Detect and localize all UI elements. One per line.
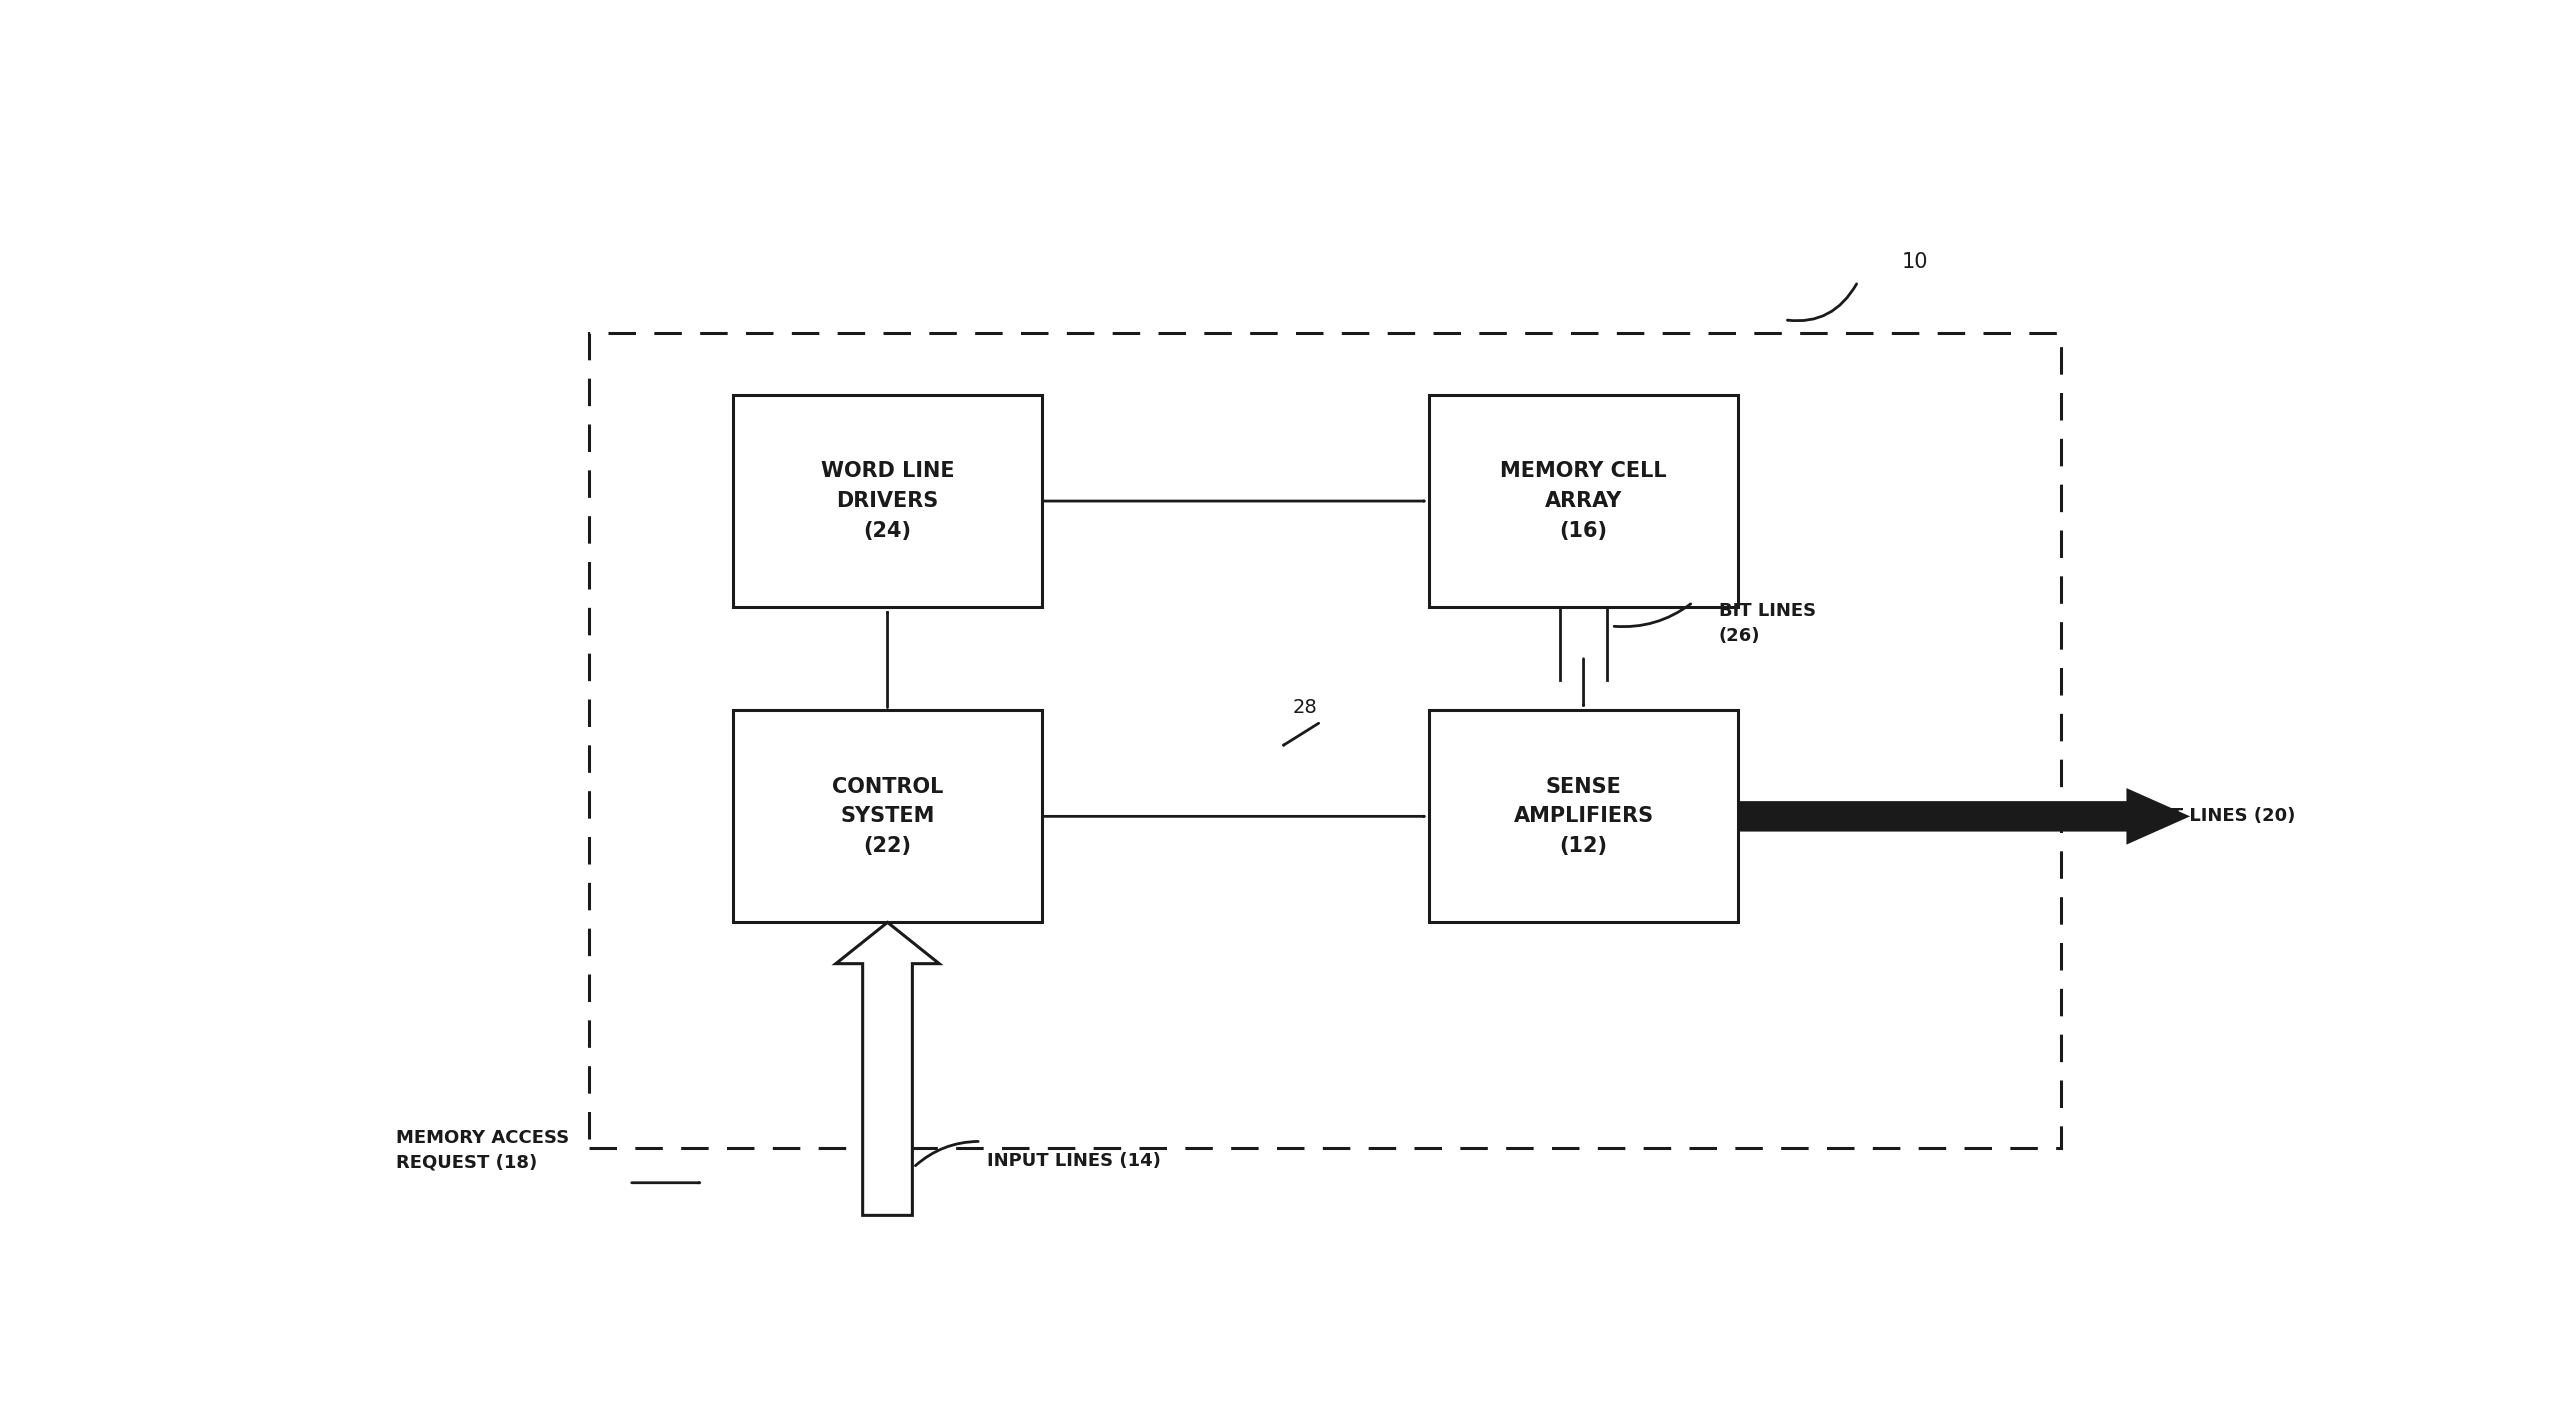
Text: MEMORY ACCESS
REQUEST (18): MEMORY ACCESS REQUEST (18): [395, 1128, 570, 1172]
Bar: [590, 332, 2060, 1148]
Bar: [734, 710, 1042, 922]
Text: MEMORY CELL
ARRAY
(16): MEMORY CELL ARRAY (16): [1501, 462, 1668, 541]
Text: CONTROL
SYSTEM
(22): CONTROL SYSTEM (22): [831, 777, 944, 856]
Text: WORD LINE
DRIVERS
(24): WORD LINE DRIVERS (24): [821, 462, 955, 541]
Bar: [1429, 710, 1737, 922]
Polygon shape: [1737, 788, 2191, 844]
Text: 10: 10: [1901, 251, 1927, 273]
Text: BIT LINES
(26): BIT LINES (26): [1719, 603, 1817, 645]
Polygon shape: [837, 922, 939, 1216]
Bar: [1429, 395, 1737, 607]
Text: OUTPUT LINES (20): OUTPUT LINES (20): [2102, 808, 2294, 826]
FancyArrowPatch shape: [1789, 284, 1858, 321]
Text: 28: 28: [1293, 698, 1316, 717]
Text: INPUT LINES (14): INPUT LINES (14): [988, 1152, 1160, 1171]
Text: SENSE
AMPLIFIERS
(12): SENSE AMPLIFIERS (12): [1514, 777, 1653, 856]
Bar: [734, 395, 1042, 607]
